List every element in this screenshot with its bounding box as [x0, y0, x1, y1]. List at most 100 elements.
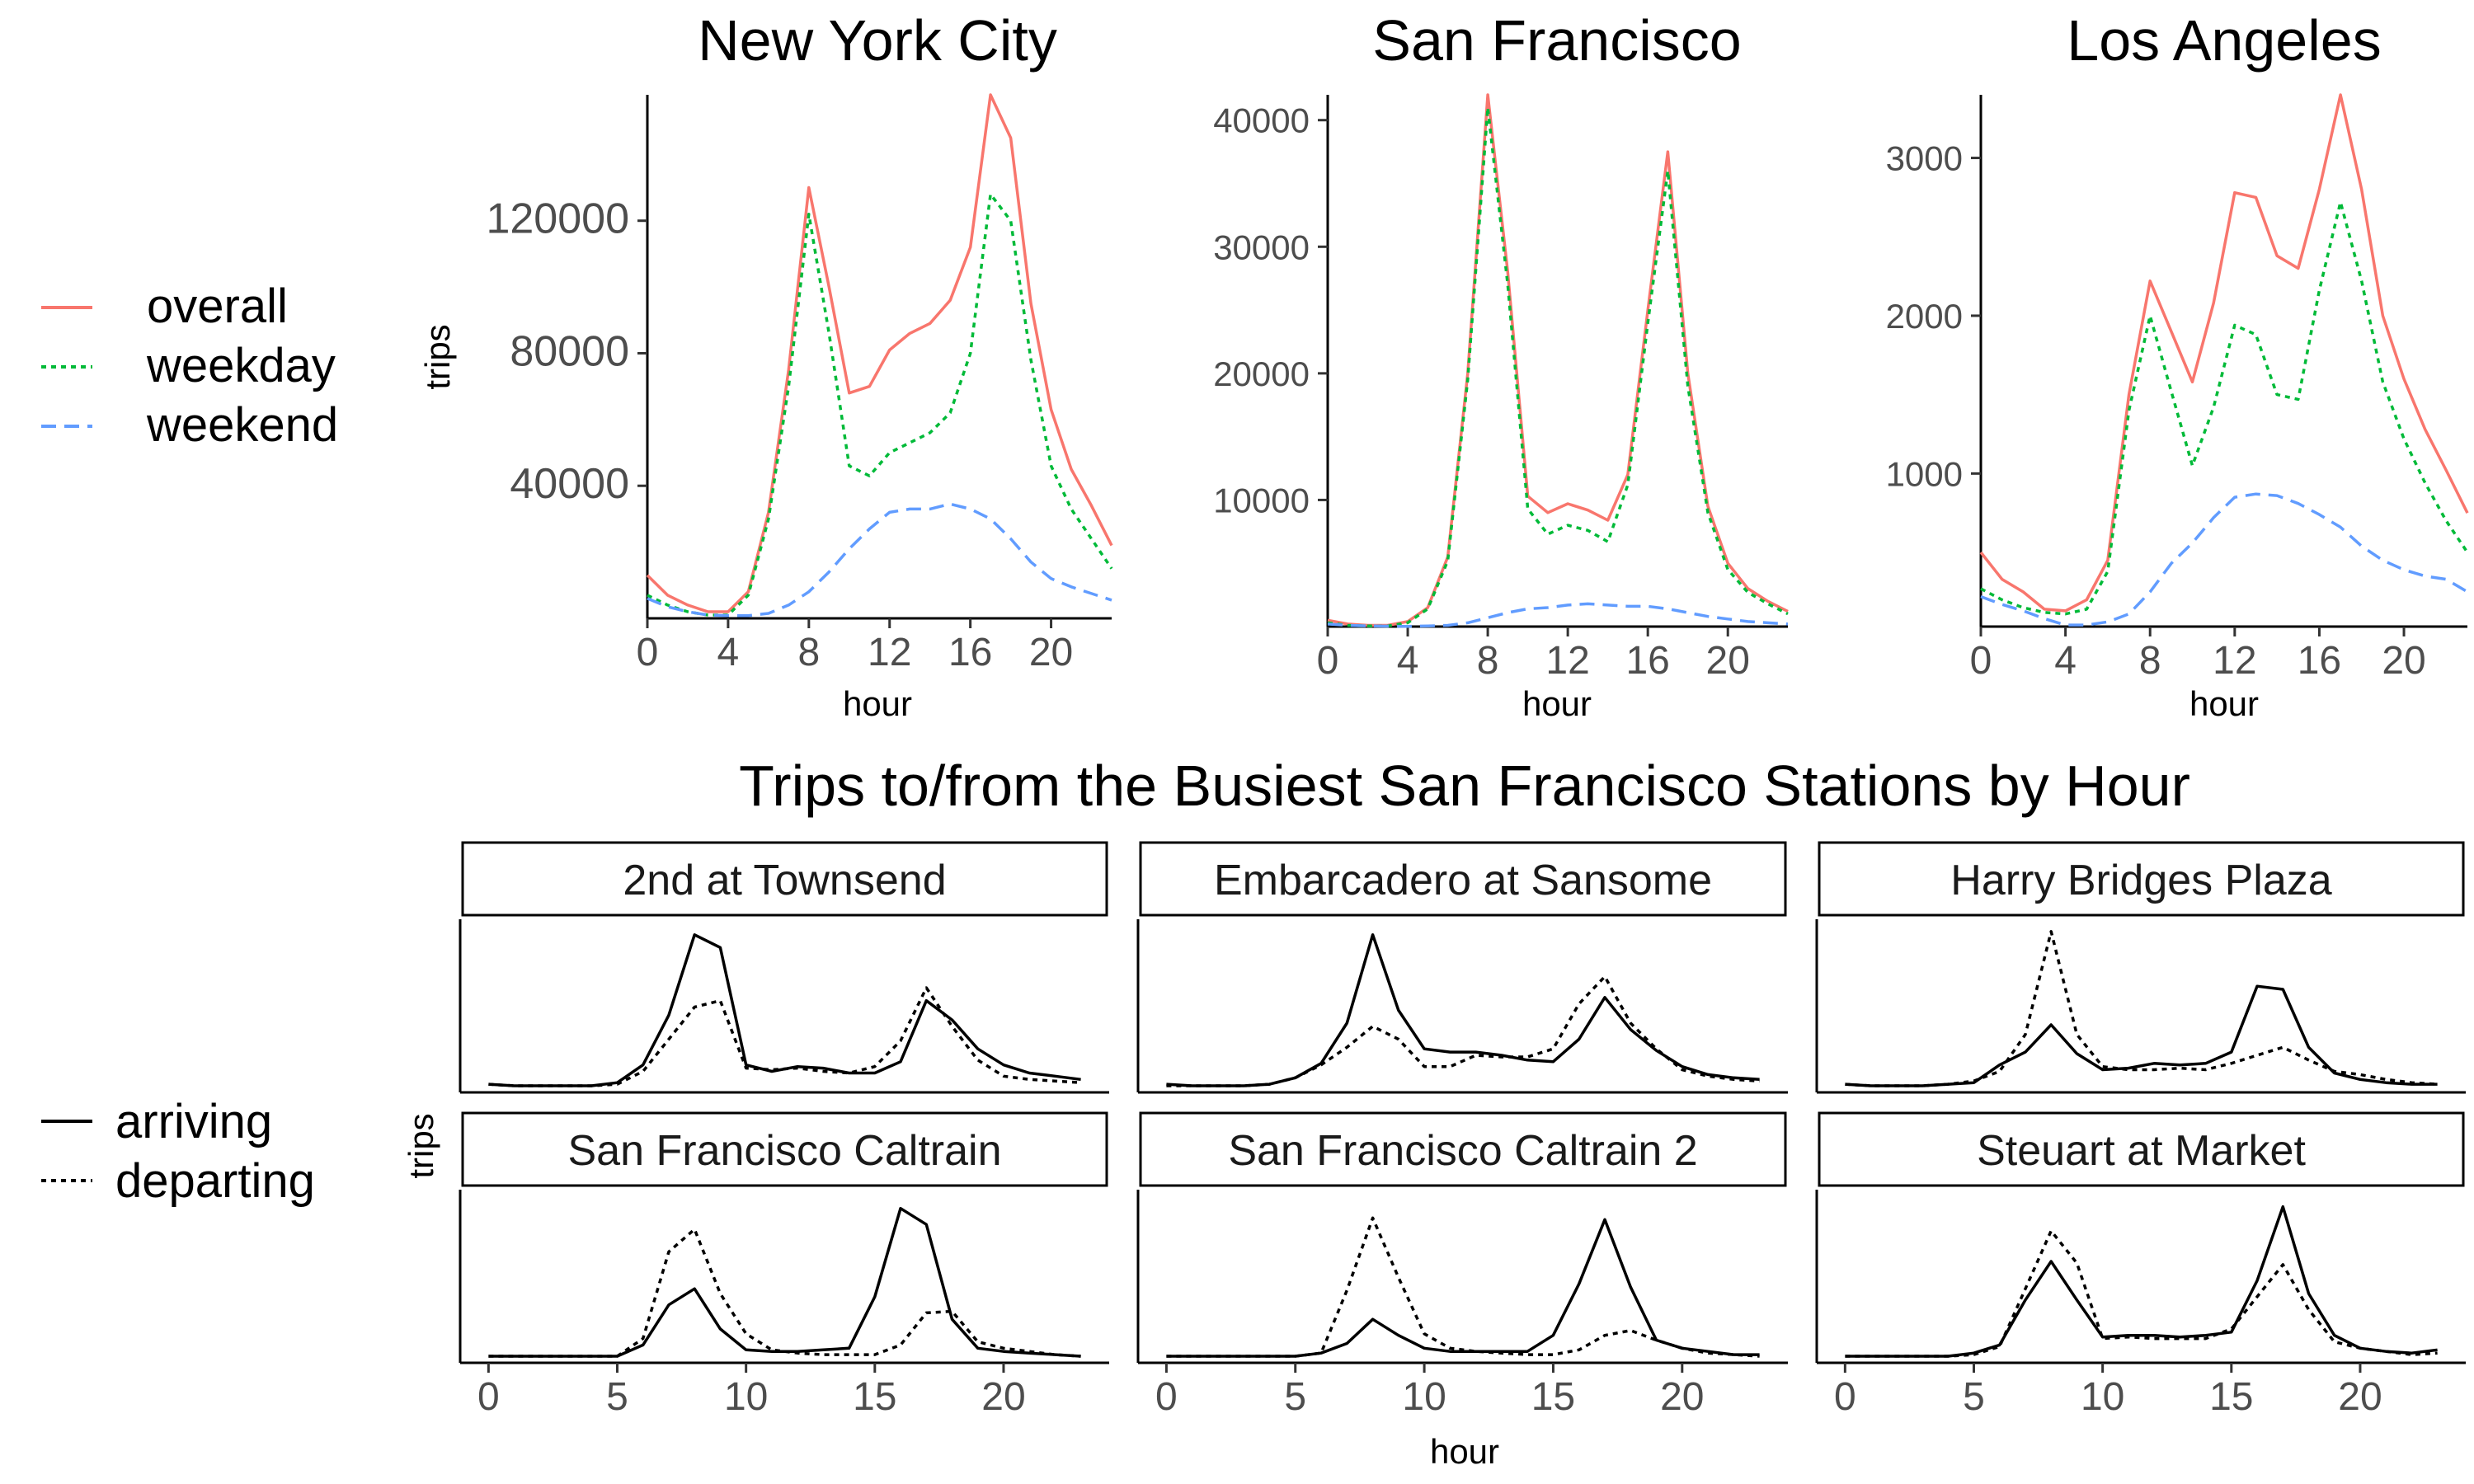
- facet-strip: [1818, 841, 2465, 917]
- sf-x-tick-label: 12: [1545, 639, 1589, 683]
- facet-series-departing: [488, 1228, 1081, 1358]
- legend-label-overall: overall: [147, 279, 288, 333]
- y-axis-label: trips: [418, 324, 457, 389]
- nyc-x-tick-label: 4: [717, 631, 740, 674]
- stations-x-axis-label: hour: [1430, 1432, 1499, 1471]
- x-axis-label: hour: [843, 684, 912, 723]
- sf-y-tick-label: 10000: [1213, 481, 1310, 519]
- la-x-tick-label: 12: [2213, 639, 2256, 683]
- bottom-legend: arriving departing: [41, 1095, 315, 1208]
- la-series-weekday: [1980, 200, 2469, 616]
- facet-x-tick-label: 15: [853, 1375, 896, 1419]
- nyc-y-tick-label: 120000: [486, 195, 629, 243]
- facet-embarcadero-at-sansome: Embarcadero at Sansome: [1136, 841, 1788, 1094]
- panel-nyc: New York City hour trips 0 4 8 12 16 20 40000 8…: [418, 8, 1113, 723]
- nyc-series-overall: [646, 93, 1113, 613]
- la-y-tick-label: 1000: [1886, 454, 1963, 493]
- sf-x-tick-label: 4: [1397, 639, 1419, 683]
- legend-label-departing: departing: [115, 1154, 315, 1208]
- la-x-tick-label: 16: [2298, 639, 2341, 683]
- nyc-x-tick-label: 0: [637, 631, 659, 674]
- facet-strip-label: Embarcadero at Sansome: [1214, 857, 1712, 904]
- facet-series-arriving: [1845, 1205, 2438, 1358]
- facet-series-arriving: [1845, 984, 2438, 1087]
- sf-x-tick-label: 16: [1625, 639, 1669, 683]
- facet-x-tick-label: 5: [1284, 1375, 1306, 1419]
- facet-x-tick-label: 10: [724, 1375, 768, 1419]
- facet-x-tick-label: 20: [1660, 1375, 1704, 1419]
- facet-strip: [1139, 841, 1787, 917]
- sf-x-tick-label: 0: [1317, 639, 1339, 683]
- facet-strip-label: San Francisco Caltrain 2: [1228, 1127, 1697, 1175]
- sf-series-weekend: [1327, 602, 1789, 628]
- facet-x-tick-label: 5: [1963, 1375, 1985, 1419]
- legend-label-arriving: arriving: [115, 1095, 272, 1148]
- top-legend: overall weekday weekend: [41, 279, 338, 452]
- facet-series-arriving: [488, 933, 1081, 1087]
- sf-y-tick-label: 20000: [1213, 355, 1310, 393]
- legend-label-weekend: weekend: [146, 398, 338, 452]
- facet-x-tick-label: 0: [1155, 1375, 1178, 1419]
- sf-series-weekday: [1327, 106, 1789, 627]
- facet-series-arriving: [1166, 933, 1760, 1087]
- facet-series-departing: [1845, 1229, 2438, 1358]
- nyc-y-tick-label: 80000: [510, 327, 629, 375]
- facet-x-tick-label: 5: [606, 1375, 628, 1419]
- facet-strip-label: San Francisco Caltrain: [568, 1127, 1002, 1175]
- facet-series-arriving: [1166, 1218, 1760, 1358]
- facet-strip: [1818, 1111, 2465, 1187]
- la-y-tick-label: 3000: [1886, 139, 1963, 178]
- nyc-series-weekend: [647, 502, 1112, 618]
- stations-y-axis-label: trips: [402, 1113, 440, 1178]
- legend-label-weekday: weekday: [146, 339, 336, 392]
- facet-x-tick-label: 20: [2338, 1375, 2382, 1419]
- sf-y-tick-label: 40000: [1213, 101, 1310, 140]
- facet-x-tick-label: 0: [477, 1375, 500, 1419]
- la-series-overall: [1979, 93, 2469, 613]
- facet-strip: [1139, 1111, 1787, 1187]
- facet-strip: [461, 1111, 1108, 1187]
- nyc-x-tick-label: 8: [797, 631, 820, 674]
- nyc-y-tick-label: 40000: [510, 460, 629, 508]
- nyc-x-tick-label: 12: [868, 631, 911, 674]
- sf-series-overall: [1327, 93, 1789, 627]
- facet-strip: [461, 841, 1108, 917]
- facet-2nd-at-townsend: 2nd at Townsend: [459, 841, 1109, 1094]
- facet-x-tick-label: 15: [2209, 1375, 2253, 1419]
- sf-y-tick-label: 30000: [1213, 228, 1310, 266]
- sf-x-tick-label: 20: [1706, 639, 1750, 683]
- facet-series-arriving: [488, 1206, 1081, 1358]
- panel-la: Los Angeles hour 0 4 8 12 16 20 1000 2000 3000: [1886, 8, 2469, 723]
- facet-strip-label: Steuart at Market: [1977, 1127, 2306, 1175]
- panel-title: Los Angeles: [2067, 8, 2381, 73]
- station-facets: 2nd at Townsend Embarcadero at Sansome Har…: [459, 841, 2466, 1419]
- facet-x-tick-label: 20: [981, 1375, 1025, 1419]
- nyc-x-tick-label: 16: [948, 631, 992, 674]
- la-y-tick-label: 2000: [1886, 297, 1963, 336]
- x-axis-label: hour: [2189, 684, 2259, 723]
- sf-plot: 0 4 8 12 16 20 10000 20000 30000 40000: [1213, 93, 1789, 683]
- stations-title: Trips to/from the Busiest San Francisco …: [739, 754, 2190, 818]
- la-plot: 0 4 8 12 16 20 1000 2000 3000: [1886, 93, 2469, 683]
- nyc-x-tick-label: 20: [1029, 631, 1073, 674]
- facet-x-tick-label: 0: [1834, 1375, 1856, 1419]
- nyc-plot: 0 4 8 12 16 20 40000 80000 120000: [486, 93, 1113, 674]
- facet-x-tick-label: 15: [1531, 1375, 1575, 1419]
- panel-title: San Francisco: [1372, 8, 1741, 73]
- la-x-tick-label: 20: [2382, 639, 2425, 683]
- facet-x-tick-label: 10: [2081, 1375, 2124, 1419]
- la-x-tick-label: 8: [2139, 639, 2161, 683]
- x-axis-label: hour: [1522, 684, 1592, 723]
- panel-title: New York City: [698, 8, 1057, 73]
- facet-steuart-at-market: Steuart at Market 0 5 10 15 20: [1815, 1111, 2466, 1419]
- facet-strip-label: 2nd at Townsend: [623, 857, 946, 904]
- facet-san-francisco-caltrain: San Francisco Caltrain 0 5 10 15 20: [459, 1111, 1109, 1419]
- facet-strip-label: Harry Bridges Plaza: [1950, 857, 2331, 904]
- la-x-tick-label: 0: [1970, 639, 1992, 683]
- sf-x-tick-label: 8: [1477, 639, 1499, 683]
- facet-san-francisco-caltrain-2: San Francisco Caltrain 2 0 5 10 15 20: [1136, 1111, 1788, 1419]
- facet-harry-bridges-plaza: Harry Bridges Plaza: [1815, 841, 2466, 1094]
- la-x-tick-label: 4: [2054, 639, 2077, 683]
